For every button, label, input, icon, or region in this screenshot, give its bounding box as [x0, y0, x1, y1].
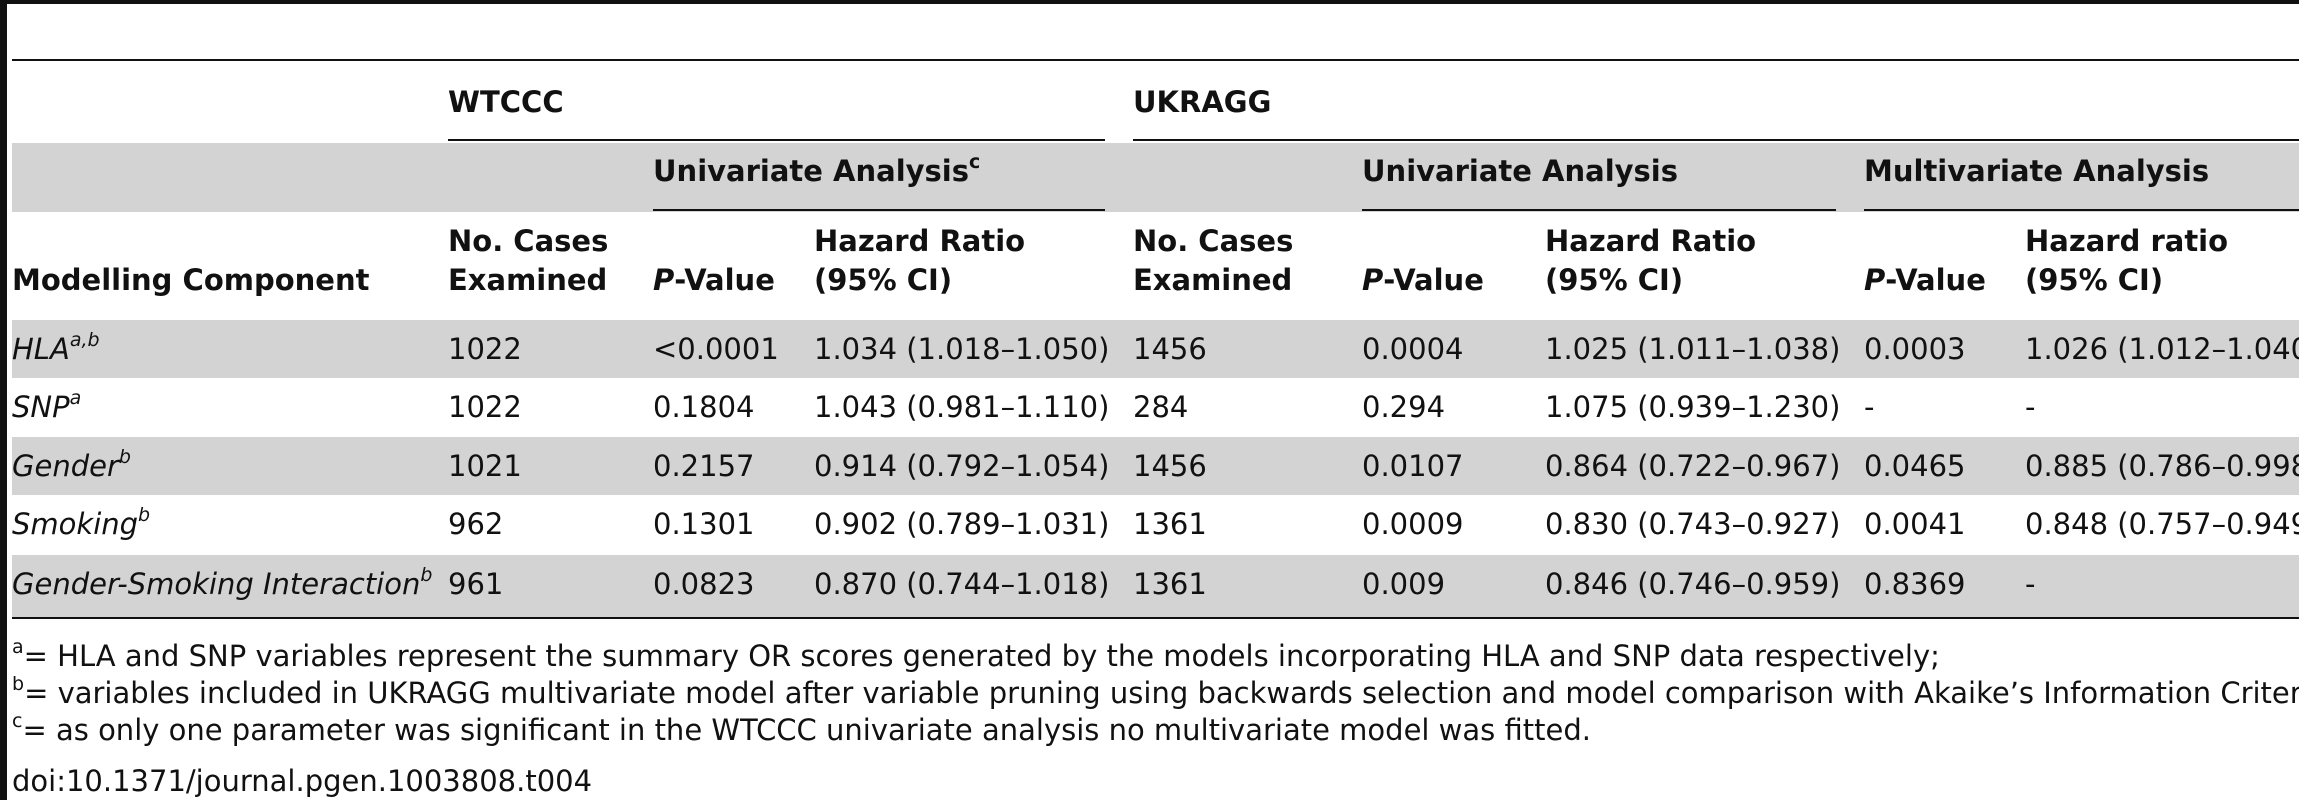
row-multivariate-p: 0.8369 — [1864, 567, 1966, 601]
row-ukragg-p: 0.0009 — [1362, 507, 1464, 541]
ukragg-underline — [1133, 139, 2299, 141]
row-wtccc-cases: 1022 — [448, 390, 522, 424]
header-ukragg-cases-line1: No. Cases — [1133, 224, 1294, 258]
footnote: b= variables included in UKRAGG multivar… — [12, 673, 2299, 710]
row-wtccc-cases: 961 — [448, 567, 504, 601]
row-wtccc-p: 0.2157 — [653, 449, 755, 483]
row-component: Genderb — [12, 446, 131, 483]
row-wtccc-cases: 962 — [448, 507, 504, 541]
row-band-3 — [12, 437, 2299, 495]
row-multivariate-p: 0.0041 — [1864, 507, 1966, 541]
row-wtccc-hr: 1.043 (0.981–1.110) — [814, 390, 1110, 424]
header-ukragg-cases-line2: Examined — [1133, 263, 1293, 297]
header-ukragg-hr-line1: Hazard Ratio — [1545, 224, 1757, 258]
header-ukragg-hr-line2: (95% CI) — [1545, 263, 1684, 297]
header-wtccc-p-value: P-Value — [653, 263, 775, 297]
row-component: Smokingb — [12, 504, 151, 541]
header-wtccc-cases-line2: Examined — [448, 263, 608, 297]
row-band-5 — [12, 555, 2299, 617]
doi-link[interactable]: doi:10.1371/journal.pgen.1003808.t004 — [12, 764, 593, 798]
subgroup-ukragg-multivariate: Multivariate Analysis — [1864, 154, 2210, 188]
table-bottom-rule — [12, 617, 2299, 619]
header-multivariate-hr-line2: (95% CI) — [2025, 263, 2164, 297]
row-component: SNPa — [12, 387, 82, 424]
row-component: Gender-Smoking Interactionb — [12, 564, 433, 601]
row-ukragg-hr: 0.830 (0.743–0.927) — [1545, 507, 1841, 541]
row-ukragg-p: 0.0004 — [1362, 332, 1464, 366]
group-header-wtccc: WTCCC — [448, 85, 564, 119]
row-multivariate-hr: 1.026 (1.012–1.040) — [2025, 332, 2299, 366]
row-wtccc-hr: 1.034 (1.018–1.050) — [814, 332, 1110, 366]
row-multivariate-p: 0.0003 — [1864, 332, 1966, 366]
footnote: c= as only one parameter was significant… — [12, 710, 1591, 747]
header-modelling-component: Modelling Component — [12, 263, 370, 297]
row-ukragg-p: 0.294 — [1362, 390, 1446, 424]
row-ukragg-hr: 1.025 (1.011–1.038) — [1545, 332, 1841, 366]
ukragg-univariate-underline — [1362, 209, 1836, 211]
row-ukragg-cases: 1456 — [1133, 332, 1207, 366]
row-wtccc-cases: 1021 — [448, 449, 522, 483]
subgroup-header-band — [12, 143, 2299, 212]
header-ukragg-p-value: P-Value — [1362, 263, 1484, 297]
subgroup-wtccc-univariate: Univariate Analysisc — [653, 151, 981, 188]
wtccc-univariate-underline — [653, 209, 1105, 211]
row-wtccc-hr: 0.870 (0.744–1.018) — [814, 567, 1110, 601]
row-ukragg-cases: 1361 — [1133, 567, 1207, 601]
row-wtccc-p: 0.1301 — [653, 507, 755, 541]
ukragg-multivariate-underline — [1864, 209, 2299, 211]
row-wtccc-p: 0.0823 — [653, 567, 755, 601]
row-ukragg-p: 0.0107 — [1362, 449, 1464, 483]
row-ukragg-hr: 1.075 (0.939–1.230) — [1545, 390, 1841, 424]
row-multivariate-hr: - — [2025, 390, 2036, 424]
footnote: a= HLA and SNP variables represent the s… — [12, 636, 1940, 673]
wtccc-underline — [448, 139, 1105, 141]
row-wtccc-p: 0.1804 — [653, 390, 755, 424]
table-top-rule — [12, 59, 2299, 61]
row-multivariate-hr: 0.848 (0.757–0.949) — [2025, 507, 2299, 541]
row-wtccc-hr: 0.914 (0.792–1.054) — [814, 449, 1110, 483]
row-component: HLAa,b — [12, 329, 100, 366]
subgroup-ukragg-univariate: Univariate Analysis — [1362, 154, 1679, 188]
left-border — [0, 0, 7, 800]
row-ukragg-hr: 0.846 (0.746–0.959) — [1545, 567, 1841, 601]
top-border — [0, 0, 2299, 4]
row-ukragg-cases: 1361 — [1133, 507, 1207, 541]
row-multivariate-hr: - — [2025, 567, 2036, 601]
row-ukragg-hr: 0.864 (0.722–0.967) — [1545, 449, 1841, 483]
row-ukragg-cases: 1456 — [1133, 449, 1207, 483]
header-multivariate-p-value: P-Value — [1864, 263, 1986, 297]
row-multivariate-p: 0.0465 — [1864, 449, 1966, 483]
row-ukragg-p: 0.009 — [1362, 567, 1446, 601]
row-band-1 — [12, 320, 2299, 378]
row-ukragg-cases: 284 — [1133, 390, 1189, 424]
header-multivariate-hr-line1: Hazard ratio — [2025, 224, 2229, 258]
header-wtccc-cases-line1: No. Cases — [448, 224, 609, 258]
header-wtccc-hr-line1: Hazard Ratio — [814, 224, 1026, 258]
footnotes: a= HLA and SNP variables represent the s… — [12, 638, 2299, 749]
row-wtccc-cases: 1022 — [448, 332, 522, 366]
header-wtccc-hr-line2: (95% CI) — [814, 263, 953, 297]
row-multivariate-hr: 0.885 (0.786–0.998) — [2025, 449, 2299, 483]
group-header-ukragg: UKRAGG — [1133, 85, 1272, 119]
row-wtccc-hr: 0.902 (0.789–1.031) — [814, 507, 1110, 541]
row-wtccc-p: <0.0001 — [653, 332, 779, 366]
row-multivariate-p: - — [1864, 390, 1875, 424]
